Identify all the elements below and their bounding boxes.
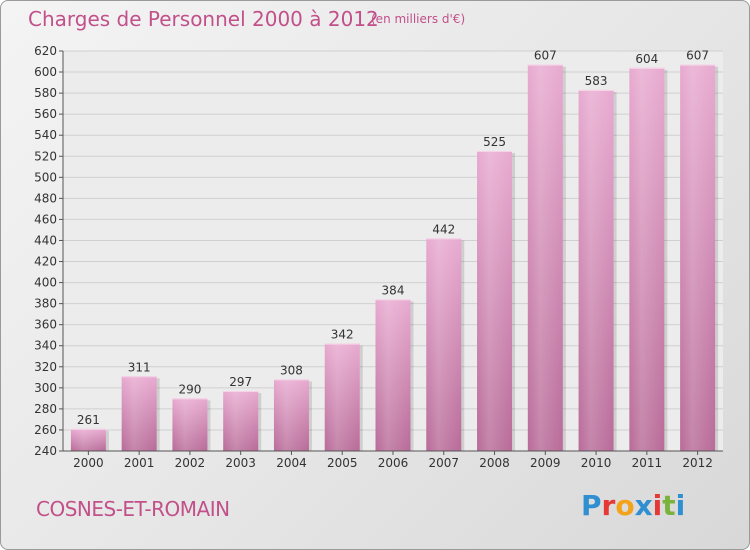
x-tick-label: 2012	[682, 456, 713, 470]
y-tick-label: 460	[34, 212, 57, 226]
location-name: COSNES-ET-ROMAIN	[36, 497, 230, 521]
proxiti-logo: Proxiti	[581, 489, 685, 522]
x-tick-label: 2006	[378, 456, 409, 470]
bar-highlight	[273, 379, 309, 451]
y-tick-label: 260	[34, 423, 57, 437]
x-tick-label: 2010	[581, 456, 612, 470]
x-tick-label: 2008	[479, 456, 510, 470]
data-label: 290	[178, 382, 201, 396]
x-tick-label: 2001	[124, 456, 155, 470]
bar-highlight	[578, 89, 614, 452]
y-tick-label: 240	[34, 444, 57, 458]
x-tick-label: 2009	[530, 456, 561, 470]
chart-subtitle: (en milliers d'€)	[371, 12, 466, 26]
x-tick-label: 2007	[428, 456, 459, 470]
logo-letter: i	[652, 489, 663, 522]
y-tick-label: 400	[34, 276, 57, 290]
y-tick-label: 440	[34, 233, 57, 247]
bar-highlight	[70, 428, 106, 451]
y-tick-label: 580	[34, 86, 57, 100]
bar-highlight	[121, 376, 157, 451]
data-label: 384	[382, 283, 405, 297]
bar-highlight	[426, 238, 462, 451]
bar-highlight	[375, 299, 411, 451]
y-tick-label: 280	[34, 402, 57, 416]
y-tick-label: 540	[34, 128, 57, 142]
data-label: 525	[483, 135, 506, 149]
bar-highlight	[680, 64, 716, 452]
bar-highlight	[477, 151, 513, 451]
bar-highlight	[223, 391, 259, 451]
logo-letter: t	[662, 489, 676, 522]
y-tick-label: 500	[34, 170, 57, 184]
data-label: 261	[77, 413, 100, 427]
y-tick-label: 360	[34, 318, 57, 332]
data-label: 308	[280, 363, 303, 377]
logo-letter: i	[675, 489, 686, 522]
x-tick-label: 2002	[175, 456, 206, 470]
bar-highlight	[629, 67, 665, 451]
y-tick-label: 560	[34, 107, 57, 121]
logo-letter: r	[601, 489, 616, 522]
x-tick-label: 2000	[73, 456, 104, 470]
data-label: 442	[432, 222, 455, 236]
data-label: 311	[128, 360, 151, 374]
data-label: 607	[534, 49, 557, 63]
chart-title: Charges de Personnel 2000 à 2012	[28, 7, 379, 31]
bar-highlight	[527, 64, 563, 452]
logo-letter: o	[615, 489, 635, 522]
x-tick-label: 2004	[276, 456, 307, 470]
logo-letter: P	[581, 489, 602, 522]
data-label: 342	[331, 328, 354, 342]
y-tick-label: 600	[34, 65, 57, 79]
x-tick-label: 2005	[327, 456, 358, 470]
y-tick-label: 480	[34, 191, 57, 205]
data-label: 583	[585, 74, 608, 88]
y-tick-label: 380	[34, 297, 57, 311]
data-label: 607	[686, 49, 709, 63]
logo-letter: x	[634, 489, 653, 522]
x-tick-label: 2003	[225, 456, 256, 470]
y-tick-label: 320	[34, 360, 57, 374]
y-tick-label: 520	[34, 149, 57, 163]
y-tick-label: 620	[34, 44, 57, 58]
y-tick-label: 340	[34, 339, 57, 353]
y-tick-label: 420	[34, 255, 57, 269]
bar-highlight	[324, 343, 360, 451]
y-tick-label: 300	[34, 381, 57, 395]
bar-highlight	[172, 398, 208, 451]
data-label: 604	[635, 52, 658, 66]
x-tick-label: 2011	[632, 456, 663, 470]
data-label: 297	[229, 375, 252, 389]
